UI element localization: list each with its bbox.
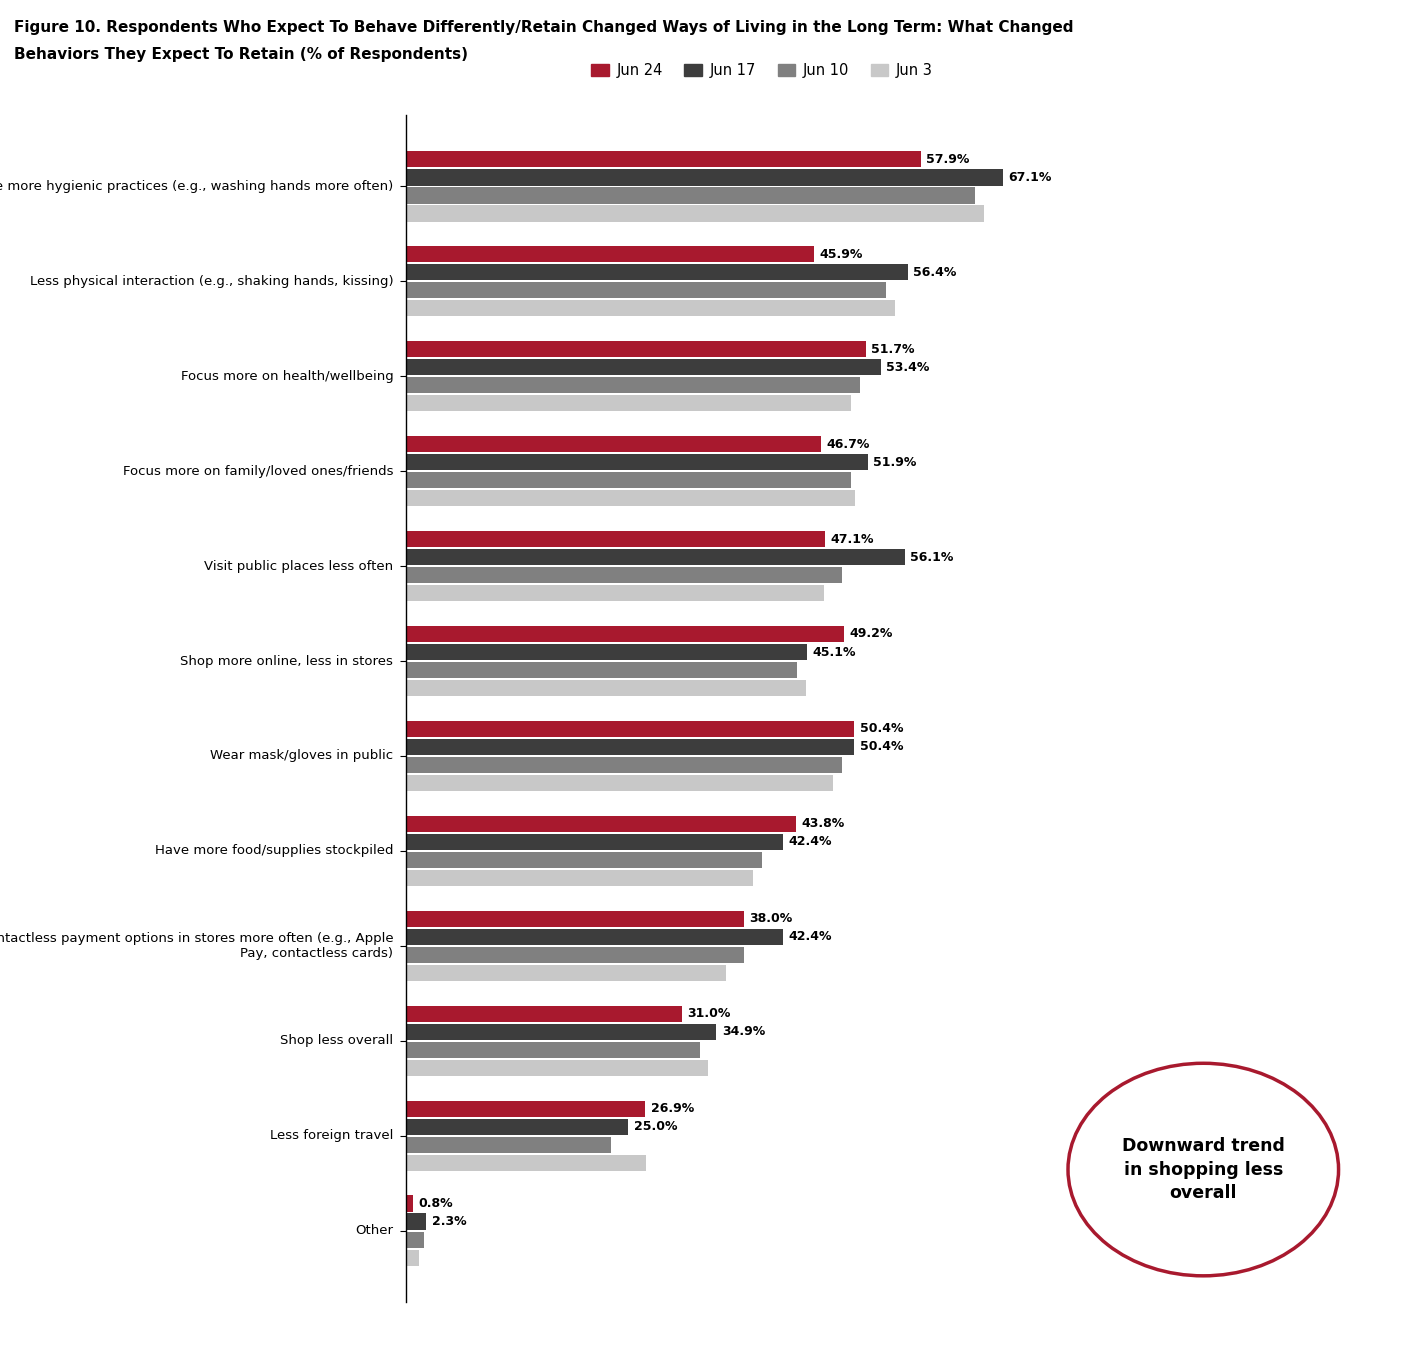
Bar bbox=[406, 1250, 419, 1265]
Bar bbox=[406, 247, 815, 263]
Text: 45.1%: 45.1% bbox=[813, 645, 856, 659]
Bar bbox=[406, 662, 797, 678]
Bar bbox=[406, 1006, 682, 1022]
Bar bbox=[406, 1231, 424, 1248]
Text: 56.4%: 56.4% bbox=[913, 266, 957, 279]
Bar bbox=[406, 532, 824, 546]
Text: 50.4%: 50.4% bbox=[860, 740, 903, 754]
Bar bbox=[406, 472, 850, 488]
Text: Behaviors They Expect To Retain (% of Respondents): Behaviors They Expect To Retain (% of Re… bbox=[14, 47, 468, 62]
Bar bbox=[406, 586, 824, 601]
Bar bbox=[406, 264, 909, 281]
Text: 49.2%: 49.2% bbox=[849, 628, 893, 640]
Text: 53.4%: 53.4% bbox=[886, 361, 930, 374]
Text: 50.4%: 50.4% bbox=[860, 723, 903, 735]
Legend: Jun 24, Jun 17, Jun 10, Jun 3: Jun 24, Jun 17, Jun 10, Jun 3 bbox=[585, 57, 938, 84]
Bar bbox=[406, 834, 783, 850]
Bar bbox=[406, 1101, 645, 1117]
Bar bbox=[406, 1136, 611, 1153]
Bar bbox=[406, 776, 833, 791]
Text: 56.1%: 56.1% bbox=[910, 551, 954, 564]
Bar bbox=[406, 396, 850, 411]
Bar bbox=[406, 681, 806, 696]
Bar bbox=[406, 454, 867, 471]
Text: 26.9%: 26.9% bbox=[651, 1102, 693, 1115]
Bar bbox=[406, 626, 843, 643]
Text: Figure 10. Respondents Who Expect To Behave Differently/Retain Changed Ways of L: Figure 10. Respondents Who Expect To Beh… bbox=[14, 20, 1074, 35]
Text: 2.3%: 2.3% bbox=[431, 1215, 466, 1229]
Text: 42.4%: 42.4% bbox=[789, 835, 832, 849]
Bar bbox=[406, 852, 762, 868]
Text: 25.0%: 25.0% bbox=[634, 1120, 678, 1134]
Bar bbox=[406, 1060, 709, 1075]
Bar bbox=[406, 946, 743, 963]
Bar bbox=[406, 170, 1002, 186]
Bar bbox=[406, 152, 921, 167]
Bar bbox=[406, 965, 726, 980]
Bar bbox=[406, 205, 984, 221]
Bar bbox=[406, 1196, 413, 1212]
Bar bbox=[406, 342, 866, 358]
Bar bbox=[406, 1119, 628, 1135]
Bar bbox=[406, 757, 842, 773]
Bar bbox=[406, 567, 842, 583]
Text: Downward trend
in shopping less
overall: Downward trend in shopping less overall bbox=[1122, 1136, 1284, 1203]
Text: 51.9%: 51.9% bbox=[873, 456, 917, 469]
Text: 34.9%: 34.9% bbox=[722, 1025, 765, 1039]
Text: 46.7%: 46.7% bbox=[827, 438, 870, 450]
Bar bbox=[406, 929, 783, 945]
Bar bbox=[406, 282, 886, 298]
Text: 45.9%: 45.9% bbox=[820, 248, 863, 260]
Bar bbox=[406, 816, 796, 831]
Text: 67.1%: 67.1% bbox=[1008, 171, 1052, 184]
Text: 0.8%: 0.8% bbox=[419, 1197, 453, 1210]
Text: 31.0%: 31.0% bbox=[686, 1008, 731, 1020]
Text: 43.8%: 43.8% bbox=[800, 818, 844, 830]
Bar bbox=[406, 739, 854, 755]
Bar bbox=[406, 871, 753, 885]
Bar bbox=[406, 1214, 426, 1230]
Bar bbox=[406, 187, 975, 203]
Bar bbox=[406, 721, 854, 738]
Text: 38.0%: 38.0% bbox=[749, 913, 793, 925]
Bar bbox=[406, 644, 807, 660]
Bar bbox=[406, 377, 860, 393]
Bar bbox=[406, 911, 743, 928]
Bar bbox=[406, 301, 896, 316]
Bar bbox=[406, 491, 856, 506]
Bar bbox=[406, 1024, 716, 1040]
Text: 42.4%: 42.4% bbox=[789, 930, 832, 944]
Text: 51.7%: 51.7% bbox=[871, 343, 914, 355]
Bar bbox=[406, 437, 822, 453]
Text: 57.9%: 57.9% bbox=[927, 153, 970, 165]
Bar bbox=[406, 1154, 646, 1170]
Bar bbox=[406, 359, 881, 376]
Bar bbox=[406, 549, 906, 565]
Bar bbox=[406, 1041, 699, 1058]
Text: 47.1%: 47.1% bbox=[830, 533, 874, 545]
